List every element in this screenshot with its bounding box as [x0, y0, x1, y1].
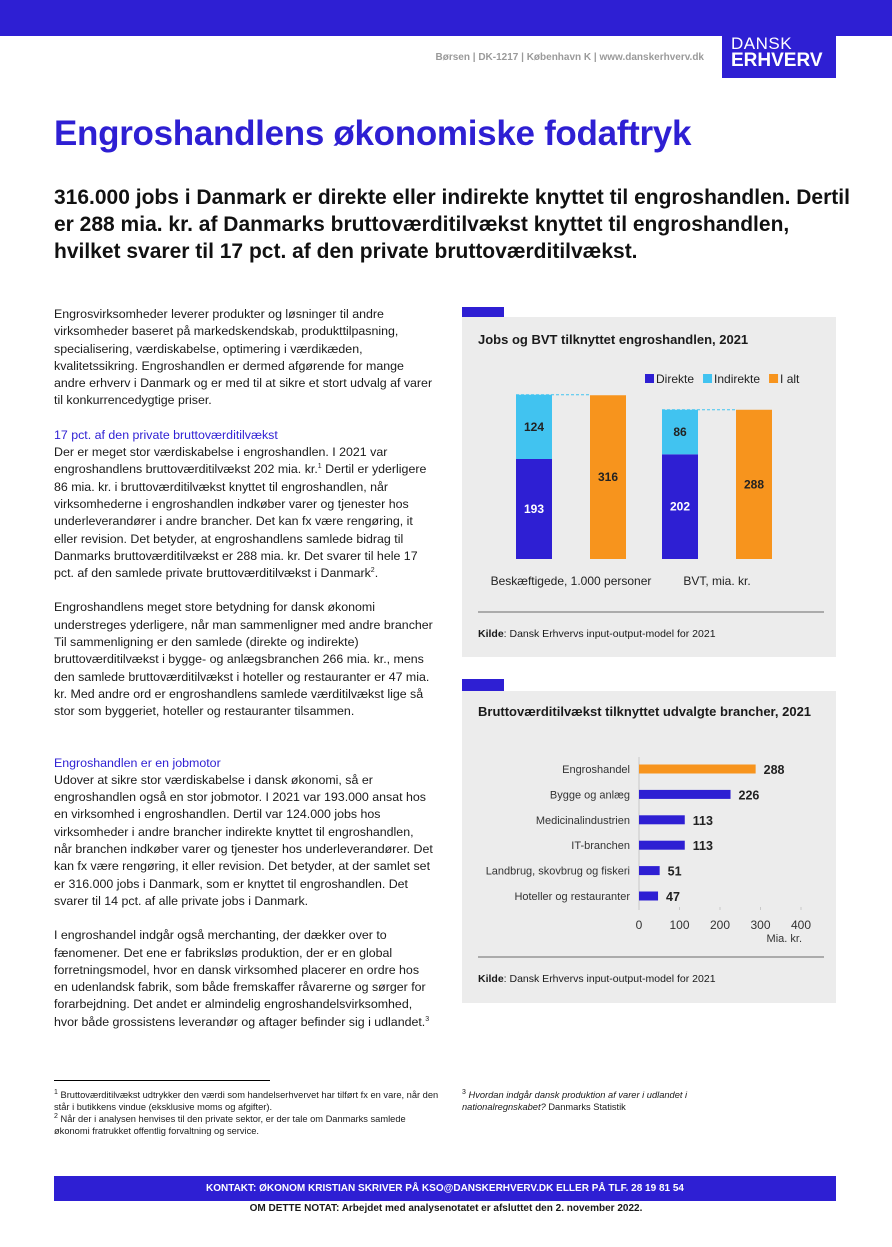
data-label: 226 [739, 788, 760, 802]
text-run: Udover at sikre stor værdiskabelse i dan… [54, 772, 433, 908]
text-run: Der er meget stor værdiskabelse i engros… [54, 445, 388, 477]
data-label: 288 [764, 763, 785, 777]
x-tick-label: 200 [710, 918, 730, 932]
superscript: 2 [370, 567, 375, 575]
chart-title: Jobs og BVT tilknyttet engroshandlen, 20… [478, 332, 749, 347]
chart-title: Bruttoværditilvækst tilknyttet udvalgte … [478, 704, 812, 719]
bar-segment [516, 394, 552, 459]
bar [639, 891, 659, 901]
bar [639, 866, 660, 876]
data-label: 47 [666, 890, 680, 904]
text-run: Hvordan indgår dansk produktion af varer… [462, 1090, 688, 1112]
x-tick-label: 0 [636, 918, 643, 932]
text-run: : Dansk Erhvervs input-output-model for … [503, 973, 716, 985]
paragraph: I engroshandel indgår også merchanting, … [54, 927, 434, 1031]
text-run: : Dansk Erhvervs input-output-model for … [503, 628, 716, 640]
lead: 316.000 jobs i Danmark er direkte eller … [54, 186, 850, 263]
text-run: Dertil er yderligere 86 mia. kr. i brutt… [54, 462, 427, 581]
chart-source: Kilde: Dansk Erhvervs input-output-model… [478, 628, 716, 640]
superscript: 1 [317, 463, 322, 471]
bar-segment [662, 409, 698, 455]
logo-text: DANSK [731, 34, 793, 53]
y-tick-label: Medicinalindustrien [536, 815, 630, 827]
footnote: 3 Hvordan indgår dansk produktion af var… [462, 1089, 762, 1113]
x-tick-label: 100 [669, 918, 689, 932]
y-tick-label: Hoteller og restauranter [514, 891, 630, 903]
x-tick-label: BVT, mia. kr. [683, 574, 750, 588]
data-label: 288 [744, 477, 764, 491]
superscript: 2 [54, 1112, 58, 1120]
y-tick-label: Engroshandel [562, 764, 630, 776]
text-run: I engroshandel indgår også merchanting, … [54, 928, 426, 1029]
data-label: 51 [668, 865, 682, 879]
text-run: Kilde [478, 628, 504, 640]
section-heading: 17 pct. af den private bruttoværditilvæk… [54, 427, 278, 442]
text-run: Danmarks Statistik [545, 1102, 626, 1112]
chart-source: Kilde: Dansk Erhvervs input-output-model… [478, 973, 716, 985]
superscript: 1 [54, 1088, 58, 1096]
panel-tab [462, 679, 504, 691]
bar [590, 395, 626, 559]
body-column: Engrosvirksomheder leverer produkter og … [54, 306, 434, 1048]
text-run: . [374, 566, 379, 581]
bar [639, 764, 756, 774]
bar [639, 840, 685, 850]
legend-swatch [645, 374, 654, 383]
text-run: Engroshandlens meget store betydning for… [54, 600, 433, 719]
legend-swatch [703, 374, 713, 383]
text-run: Arbejdet med analysenotatet er afsluttet… [339, 1203, 643, 1214]
x-axis-label: Mia. kr. [767, 933, 802, 945]
footnote: 1 Bruttoværditilvækst udtrykker den værd… [54, 1089, 439, 1113]
text-run: Engrosvirksomheder leverer produkter og … [54, 307, 433, 408]
x-tick-label: Beskæftigede, 1.000 personer [491, 574, 652, 588]
section-heading: Engroshandlen er en jobmotor [54, 755, 221, 770]
panel-tab [462, 307, 504, 317]
legend-label: Indirekte [714, 372, 760, 386]
contact-bar: KONTAKT: ØKONOM KRISTIAN SKRIVER PÅ KSO@… [54, 1176, 836, 1201]
bar [639, 815, 685, 825]
logo: DANSK ERHVERV [722, 30, 836, 78]
data-label: 202 [670, 500, 690, 514]
data-label: 193 [524, 502, 544, 516]
data-label: 124 [524, 420, 544, 434]
footnote-rule [54, 1080, 270, 1081]
data-label: 86 [673, 425, 687, 439]
y-tick-label: Landbrug, skovbrug og fiskeri [486, 866, 630, 878]
bar-segment [662, 454, 698, 559]
logo-text: ERHVERV [731, 50, 823, 71]
text-run: Kilde [478, 973, 504, 985]
legend-label: I alt [780, 372, 800, 386]
bar [639, 789, 731, 799]
superscript: 3 [462, 1088, 466, 1096]
bar-segment [516, 458, 552, 559]
about-note: OM DETTE NOTAT: Arbejdet med analysenota… [0, 1203, 892, 1214]
paragraph: Engroshandlens meget store betydning for… [54, 599, 434, 720]
address: Børsen | DK-1217 | København K | www.dan… [435, 52, 704, 63]
bar [736, 409, 772, 559]
text-run: Når der i analysen henvises til den priv… [54, 1114, 406, 1136]
paragraph: Udover at sikre stor værdiskabelse i dan… [54, 772, 434, 910]
legend-label: Direkte [656, 372, 694, 386]
data-label: 316 [598, 470, 618, 484]
x-tick-label: 300 [750, 918, 770, 932]
legend-swatch [769, 374, 779, 383]
x-tick-label: 400 [791, 918, 811, 932]
y-tick-label: IT-branchen [571, 840, 630, 852]
title: Engroshandlens økonomiske fodaftryk [54, 114, 692, 153]
footnote: 2 Når der i analysen henvises til den pr… [54, 1113, 439, 1137]
text-run: OM DETTE NOTAT: [249, 1203, 340, 1214]
text-run: Bruttoværditilvækst udtrykker den værdi … [54, 1090, 439, 1112]
y-tick-label: Bygge og anlæg [550, 789, 630, 801]
paragraph: Engrosvirksomheder leverer produkter og … [54, 306, 434, 410]
data-label: 113 [693, 814, 713, 828]
data-label: 113 [693, 839, 713, 853]
superscript: 3 [425, 1015, 430, 1023]
paragraph: Der er meget stor værdiskabelse i engros… [54, 444, 434, 582]
